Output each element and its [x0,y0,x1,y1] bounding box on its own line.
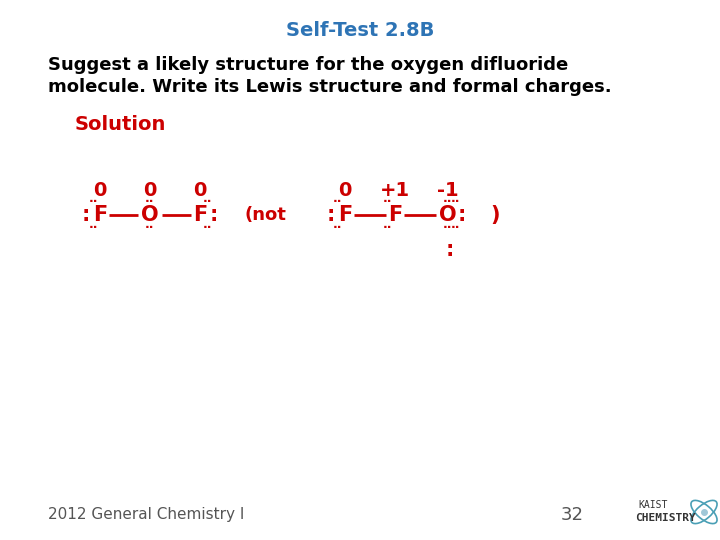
Text: Self-Test 2.8B: Self-Test 2.8B [286,21,434,39]
Text: -1: -1 [437,180,459,199]
Text: Solution: Solution [75,116,166,134]
Text: Suggest a likely structure for the oxygen difluoride: Suggest a likely structure for the oxyge… [48,56,568,74]
Text: :: : [82,205,90,225]
Text: +1: +1 [380,180,410,199]
Text: ··: ·· [202,221,212,234]
Text: F: F [388,205,402,225]
Text: 0: 0 [338,180,351,199]
Text: O: O [439,205,456,225]
Text: 2012 General Chemistry I: 2012 General Chemistry I [48,508,244,523]
Text: molecule. Write its Lewis structure and formal charges.: molecule. Write its Lewis structure and … [48,78,611,96]
Text: :: : [327,205,336,225]
Text: ··: ·· [89,221,98,234]
Text: ··: ·· [145,195,155,208]
Text: ): ) [490,205,500,225]
Text: 0: 0 [94,180,107,199]
Text: ··: ·· [383,195,392,208]
Text: ··: ·· [450,195,460,208]
Text: (not: (not [244,206,286,224]
Text: ··: ·· [444,195,453,208]
Text: F: F [193,205,207,225]
Text: ··: ·· [333,221,343,234]
Text: O: O [141,205,159,225]
Text: KAIST: KAIST [638,500,667,510]
Text: 0: 0 [193,180,207,199]
Text: CHEMISTRY: CHEMISTRY [635,513,696,523]
Text: ··: ·· [89,195,98,208]
Text: ··: ·· [202,195,212,208]
Text: :: : [210,205,218,225]
Text: :: : [446,240,454,260]
Text: 32: 32 [560,506,583,524]
Text: F: F [93,205,107,225]
Text: ··: ·· [333,195,343,208]
Text: 0: 0 [143,180,157,199]
Text: F: F [338,205,352,225]
Text: ··: ·· [145,221,155,234]
Text: ··: ·· [444,221,453,234]
Text: :: : [458,205,466,225]
Text: ··: ·· [450,221,460,234]
Text: ··: ·· [383,221,392,234]
